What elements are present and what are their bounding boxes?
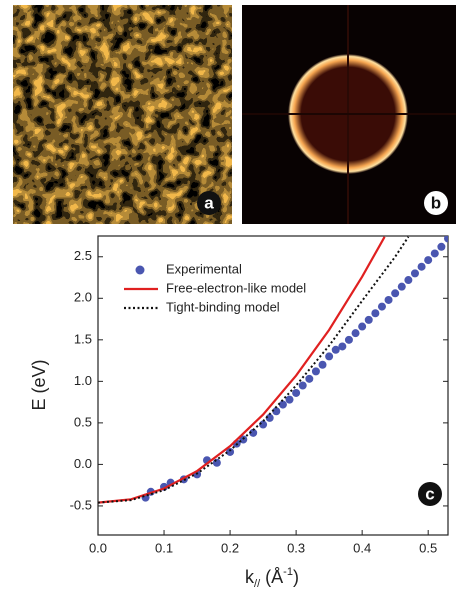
data-point bbox=[385, 296, 393, 304]
data-point bbox=[365, 316, 373, 324]
x-label-part: -1 bbox=[283, 566, 293, 578]
x-tick-label: 0.4 bbox=[353, 540, 371, 555]
model-line bbox=[98, 237, 385, 503]
data-point bbox=[213, 459, 221, 467]
data-point bbox=[411, 269, 419, 277]
y-tick-label: 0.5 bbox=[74, 414, 92, 429]
data-point bbox=[338, 342, 346, 350]
data-point bbox=[418, 263, 426, 271]
legend-label: Tight-binding model bbox=[166, 299, 280, 314]
x-tick-label: 0.1 bbox=[155, 540, 173, 555]
panel-a-texture bbox=[13, 5, 232, 224]
plot-area bbox=[98, 234, 452, 502]
data-point bbox=[286, 396, 294, 404]
panel-label: a bbox=[204, 193, 214, 212]
panel-label: c bbox=[425, 484, 434, 503]
data-point bbox=[398, 283, 406, 291]
x-tick-label: 0.5 bbox=[419, 540, 437, 555]
panel-label: b bbox=[431, 193, 441, 212]
x-axis-label: k// (Å-1) bbox=[245, 566, 299, 590]
y-axis-label: E (eV) bbox=[29, 359, 49, 410]
legend-label: Experimental bbox=[166, 261, 242, 276]
data-point bbox=[312, 367, 320, 375]
data-point bbox=[352, 329, 360, 337]
legend-label: Free-electron-like model bbox=[166, 280, 306, 295]
data-point bbox=[404, 276, 412, 284]
data-point bbox=[391, 289, 399, 297]
y-tick-label: 1.5 bbox=[74, 331, 92, 346]
y-tick-label: -0.5 bbox=[70, 497, 92, 512]
y-tick-label: 1.0 bbox=[74, 373, 92, 388]
data-point bbox=[358, 323, 366, 331]
x-tick-label: 0.0 bbox=[89, 540, 107, 555]
data-point bbox=[431, 249, 439, 257]
y-tick-label: 2.0 bbox=[74, 290, 92, 305]
data-point bbox=[378, 303, 386, 311]
data-point bbox=[325, 352, 333, 360]
y-tick-label: 0.0 bbox=[74, 456, 92, 471]
chart: 0.0 0.1 0.2 0.3 0.4 0.5 -0.5 0.0 0.5 1.0 1.5 2.0 2.5… bbox=[29, 234, 452, 589]
figure: a b 0.0 0.1 0.2 0.3 0.4 0.5 -0.5 0.0 0.5 1.0 1.5 2.… bbox=[0, 0, 456, 591]
x-label-part: (Å bbox=[260, 567, 283, 587]
legend-marker bbox=[136, 266, 145, 275]
data-point bbox=[299, 382, 307, 390]
x-tick-label: 0.2 bbox=[221, 540, 239, 555]
data-point bbox=[305, 375, 313, 383]
x-label-part: ) bbox=[293, 567, 299, 587]
data-point bbox=[345, 336, 353, 344]
data-point bbox=[371, 309, 379, 317]
data-point bbox=[319, 361, 327, 369]
data-point bbox=[424, 256, 432, 264]
data-point bbox=[279, 401, 287, 409]
x-tick-label: 0.3 bbox=[287, 540, 305, 555]
y-tick-label: 2.5 bbox=[74, 248, 92, 263]
data-point bbox=[437, 243, 445, 251]
data-point bbox=[292, 389, 300, 397]
